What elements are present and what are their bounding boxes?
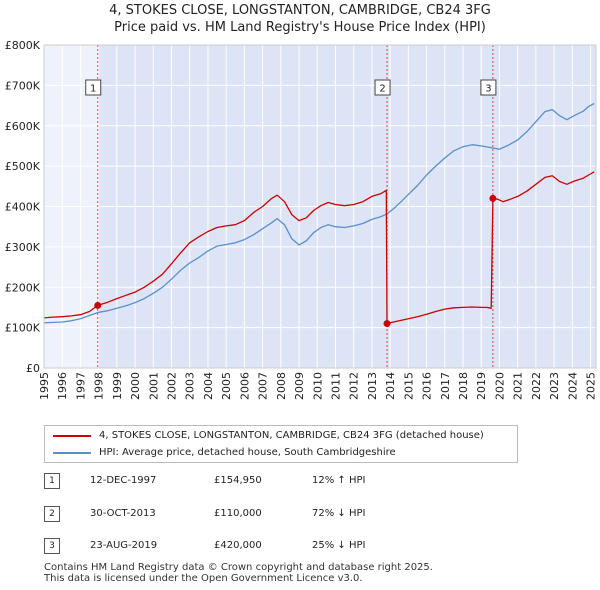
transaction-number: 2 bbox=[44, 506, 60, 522]
x-tick-label: 2021 bbox=[512, 372, 525, 400]
marker-box bbox=[85, 79, 102, 96]
x-tick-label: 2008 bbox=[275, 372, 288, 400]
y-tick-label: £500K bbox=[5, 160, 41, 173]
marker-label: 1 bbox=[90, 84, 96, 95]
legend-label-hpi: HPI: Average price, detached house, Sout… bbox=[99, 447, 396, 458]
x-tick-label: 2006 bbox=[238, 372, 251, 400]
x-tick-label: 2022 bbox=[530, 372, 543, 400]
x-tick-label: 2011 bbox=[329, 372, 342, 400]
x-tick-label: 2023 bbox=[548, 372, 561, 400]
sale-point bbox=[489, 194, 497, 202]
x-tick-label: 2013 bbox=[366, 372, 379, 400]
x-tick-label: 2015 bbox=[402, 372, 415, 400]
y-tick-label: £0 bbox=[26, 362, 40, 375]
x-tick-label: 1997 bbox=[74, 372, 87, 400]
x-tick-label: 2024 bbox=[566, 372, 579, 400]
y-tick-label: £700K bbox=[5, 79, 41, 92]
transaction-hpi-diff: 72% ↓ HPI bbox=[312, 508, 366, 519]
legend-swatch-property bbox=[53, 435, 91, 437]
transaction-hpi-diff: 12% ↑ HPI bbox=[312, 475, 366, 486]
transaction-number: 3 bbox=[44, 538, 60, 554]
y-tick-label: £200K bbox=[5, 281, 41, 294]
property-price-line bbox=[43, 171, 595, 325]
transaction-date: 12-DEC-1997 bbox=[90, 475, 157, 486]
marker-label: 2 bbox=[379, 84, 385, 95]
x-tick-label: 2018 bbox=[457, 372, 470, 400]
x-tick-label: 2016 bbox=[421, 372, 434, 400]
transaction-price: £110,000 bbox=[214, 508, 262, 519]
x-tick-label: 2009 bbox=[293, 372, 306, 400]
x-tick-label: 2019 bbox=[475, 372, 488, 400]
marker-label: 3 bbox=[485, 84, 491, 95]
chart-subtitle: Price paid vs. HM Land Registry's House … bbox=[114, 20, 486, 35]
x-tick-label: 2007 bbox=[257, 372, 270, 400]
footer: Contains HM Land Registry data © Crown c… bbox=[44, 562, 433, 584]
y-tick-label: £100K bbox=[5, 322, 41, 335]
y-tick-label: £800K bbox=[5, 39, 41, 52]
x-tick-label: 2020 bbox=[493, 372, 506, 400]
transaction-number: 1 bbox=[44, 473, 60, 489]
legend-label-property: 4, STOKES CLOSE, LONGSTANTON, CAMBRIDGE,… bbox=[99, 430, 484, 441]
hpi-line bbox=[43, 102, 595, 324]
legend-swatch-hpi bbox=[53, 452, 91, 454]
footer-licence: This data is licensed under the Open Gov… bbox=[44, 573, 363, 584]
transaction-price: £154,950 bbox=[214, 475, 262, 486]
x-tick-label: 1998 bbox=[93, 372, 106, 400]
footer-copyright: Contains HM Land Registry data © Crown c… bbox=[44, 562, 433, 573]
sale-point bbox=[94, 301, 102, 309]
x-tick-label: 2003 bbox=[184, 372, 197, 400]
chart-title: 4, STOKES CLOSE, LONGSTANTON, CAMBRIDGE,… bbox=[109, 3, 491, 18]
transaction-price: £420,000 bbox=[214, 540, 262, 551]
transaction-date: 23-AUG-2019 bbox=[90, 540, 158, 551]
x-tick-label: 2010 bbox=[311, 372, 324, 400]
price-chart: £0 £100K £200K £300K £400K £500K £600K £700K £80… bbox=[5, 39, 598, 400]
x-tick-label: 2017 bbox=[439, 372, 452, 400]
marker-box bbox=[374, 79, 391, 96]
x-tick-label: 2014 bbox=[384, 372, 397, 400]
x-tick-label: 2025 bbox=[585, 372, 598, 400]
plot-frame bbox=[43, 44, 597, 369]
x-tick-label: 1995 bbox=[38, 372, 51, 400]
y-tick-label: £400K bbox=[5, 201, 41, 214]
sale-point bbox=[383, 320, 391, 328]
x-tick-label: 2000 bbox=[129, 372, 142, 400]
x-tick-label: 2012 bbox=[348, 372, 361, 400]
x-tick-label: 2005 bbox=[220, 372, 233, 400]
marker-box bbox=[480, 79, 497, 96]
x-tick-label: 1996 bbox=[56, 372, 69, 400]
y-tick-label: £300K bbox=[5, 241, 41, 254]
transaction-hpi-diff: 25% ↓ HPI bbox=[312, 540, 366, 551]
x-tick-label: 1999 bbox=[111, 372, 124, 400]
legend: 4, STOKES CLOSE, LONGSTANTON, CAMBRIDGE,… bbox=[44, 425, 518, 463]
y-tick-label: £600K bbox=[5, 120, 41, 133]
x-tick-label: 2001 bbox=[147, 372, 160, 400]
x-tick-label: 2004 bbox=[202, 372, 215, 400]
transaction-date: 30-OCT-2013 bbox=[90, 508, 156, 519]
x-tick-label: 2002 bbox=[166, 372, 179, 400]
